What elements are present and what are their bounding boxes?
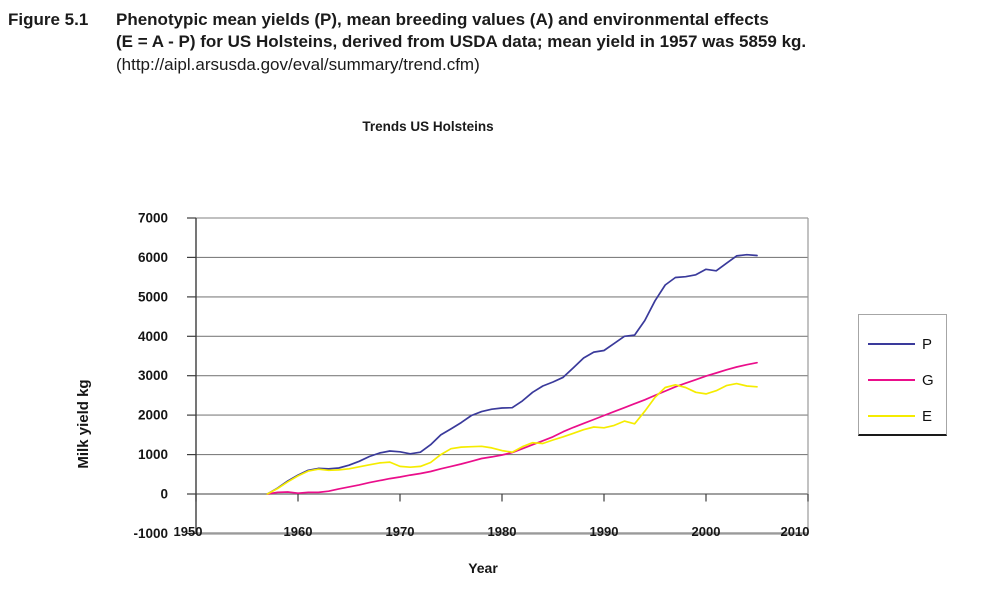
legend-entry-P: P	[859, 326, 946, 362]
x-tick-label: 1950	[174, 524, 203, 539]
x-tick-label: 1990	[590, 524, 619, 539]
y-tick-label: 5000	[138, 289, 168, 304]
y-tick-label: 6000	[138, 250, 168, 265]
legend-label-E: E	[922, 407, 933, 425]
caption-line-1: Phenotypic mean yields (P), mean breedin…	[116, 10, 769, 29]
x-tick-label: 1970	[386, 524, 415, 539]
x-tick-label: 1960	[284, 524, 313, 539]
legend-label-G: G	[922, 371, 934, 389]
series-line-P	[266, 253, 758, 495]
y-tick-label: 7000	[138, 211, 168, 226]
legend: P G E	[858, 314, 947, 436]
figure-caption: Figure 5.1 Phenotypic mean yields (P), m…	[8, 9, 983, 76]
legend-line-sample-E	[868, 415, 915, 417]
series-line-E	[266, 382, 758, 495]
legend-entry-E: E	[859, 398, 946, 434]
line-chart-plot: -1000 0 1000 2000 3000 4000 5000 6000 7000 1950 19…	[133, 211, 810, 541]
caption-url: (http://aipl.arsusda.gov/eval/summary/tr…	[116, 54, 480, 74]
legend-label-P: P	[922, 335, 933, 353]
series-line-G	[266, 361, 758, 495]
chart-title: Trends US Holsteins	[362, 119, 494, 134]
legend-line-sample-P	[868, 343, 915, 345]
figure-caption-text: Phenotypic mean yields (P), mean breedin…	[116, 9, 983, 76]
x-axis-title: Year	[468, 560, 498, 576]
y-tick-label: -1000	[133, 526, 168, 541]
y-tick-label: 0	[160, 487, 168, 502]
legend-line-sample-G	[868, 379, 915, 381]
figure-number: Figure 5.1	[8, 10, 89, 29]
y-tick-label: 4000	[138, 329, 168, 344]
y-axis-title: Milk yield kg	[75, 379, 92, 469]
y-tick-label: 1000	[138, 447, 168, 462]
x-tick-label: 1980	[488, 524, 517, 539]
legend-entry-G: G	[859, 362, 946, 398]
x-tick-label: 2000	[692, 524, 721, 539]
x-tick-label: 2010	[781, 524, 810, 539]
y-tick-label: 3000	[138, 368, 168, 383]
caption-line-2: (E = A - P) for US Holsteins, derived fr…	[116, 32, 807, 52]
y-tick-label: 2000	[138, 408, 168, 423]
